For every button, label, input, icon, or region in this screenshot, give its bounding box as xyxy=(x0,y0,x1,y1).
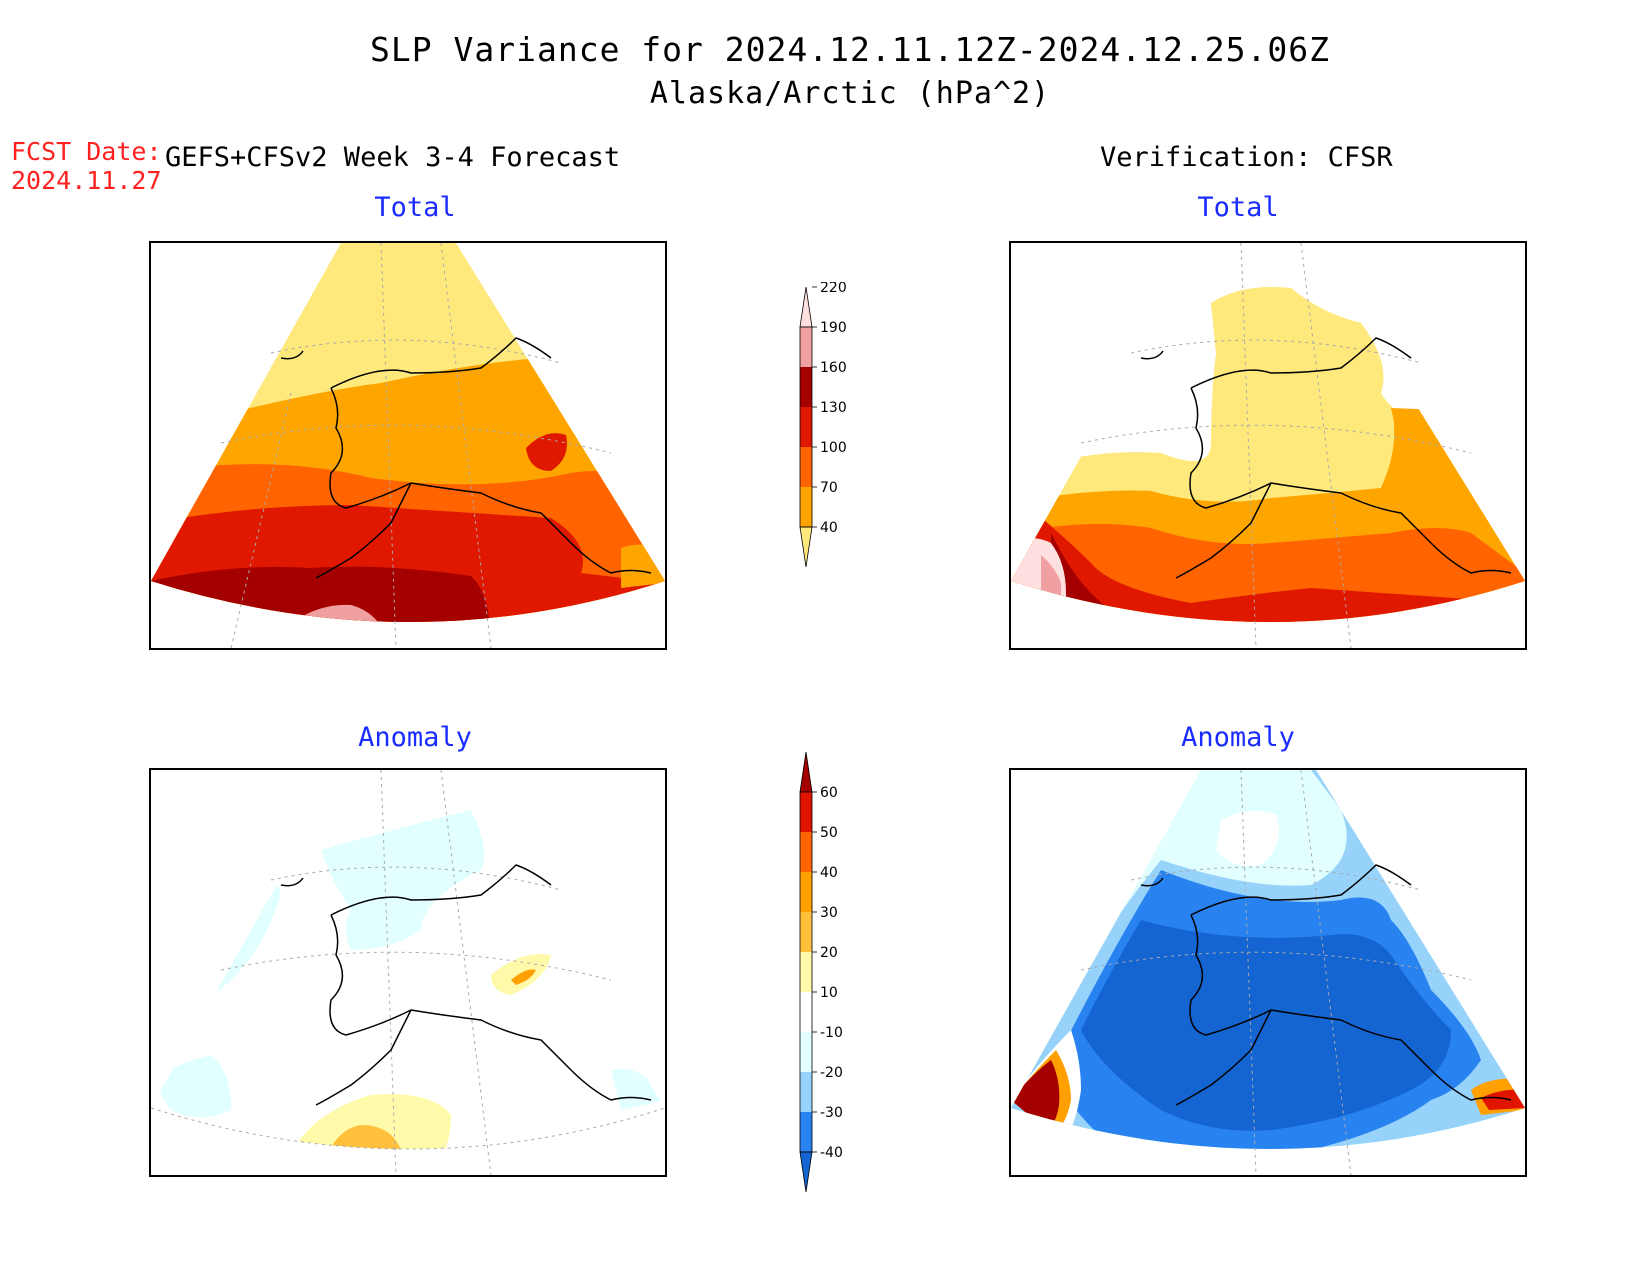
colorbar-tick-label: -20 xyxy=(820,1065,843,1081)
colorbar-segment xyxy=(800,447,812,487)
colorbar-top-triangle xyxy=(799,286,813,328)
colorbar-tick-label: 100 xyxy=(820,440,847,456)
colorbar-segment xyxy=(800,367,812,407)
colorbar-tick-label: 50 xyxy=(820,825,838,841)
colorbar-tick-label: -10 xyxy=(820,1025,843,1041)
map-title: SLP Variance for 2024.12.11.12Z-2024.12.… xyxy=(370,30,1330,69)
forecast-total-map xyxy=(149,241,667,650)
colorbar-tick-label: 40 xyxy=(820,865,838,881)
verification-anomaly-title: Anomaly xyxy=(1181,722,1295,753)
colorbar-segment xyxy=(800,1112,812,1152)
map-subtitle: Alaska/Arctic (hPa^2) xyxy=(649,76,1051,111)
colorbar-segment xyxy=(800,912,812,952)
colorbar-segment xyxy=(800,1072,812,1112)
total-colorbar: 40 70 100 130 160 190 220 xyxy=(799,282,847,568)
colorbar-tick-label: 130 xyxy=(820,400,847,416)
forecast-total-title: Total xyxy=(374,192,456,223)
verification-total-map xyxy=(1009,241,1527,650)
colorbar-segment xyxy=(800,832,812,872)
colorbar-tick-label: 190 xyxy=(820,320,847,336)
anomaly-colorbar: -40 -30 -20 -10 10 20 30 40 50 60 xyxy=(799,752,843,1192)
colorbar-segment xyxy=(800,872,812,912)
colorbar-frame xyxy=(799,791,813,1153)
colorbar-segment xyxy=(800,407,812,447)
colorbar-frame xyxy=(799,326,813,528)
colorbar-segment xyxy=(800,792,812,832)
colorbar-segment xyxy=(800,327,812,367)
colorbar-segment xyxy=(800,487,812,527)
forecast-model-label: GEFS+CFSv2 Week 3-4 Forecast xyxy=(165,142,621,173)
colorbar-top-triangle xyxy=(799,752,813,793)
colorbar-tick-label: -30 xyxy=(820,1105,843,1121)
colorbar-tick-label: 40 xyxy=(820,520,838,536)
verification-total-title: Total xyxy=(1197,192,1279,223)
colorbar-tick-label: 220 xyxy=(820,282,847,296)
colorbar-tick-label: 70 xyxy=(820,480,838,496)
verification-anomaly-map xyxy=(1009,768,1527,1177)
colorbar-tick-label: 20 xyxy=(820,945,838,961)
colorbar-segment xyxy=(800,992,812,1032)
forecast-date-label: FCST Date: xyxy=(11,137,162,166)
forecast-date-value: 2024.11.27 xyxy=(11,166,162,195)
colorbar-tick-label: 30 xyxy=(820,905,838,921)
colorbar-tick-label: 60 xyxy=(820,785,838,801)
colorbar-bottom-triangle xyxy=(799,526,813,568)
colorbar-tick-label: 160 xyxy=(820,360,847,376)
forecast-anomaly-map xyxy=(149,768,667,1177)
verification-label: Verification: CFSR xyxy=(1100,142,1393,173)
colorbar-bottom-triangle xyxy=(799,1151,813,1192)
forecast-anomaly-title: Anomaly xyxy=(358,722,472,753)
colorbar-segment xyxy=(800,952,812,992)
colorbar-segment xyxy=(800,1032,812,1072)
colorbar-tick-label: -40 xyxy=(820,1145,843,1161)
colorbar-tick-label: 10 xyxy=(820,985,838,1001)
